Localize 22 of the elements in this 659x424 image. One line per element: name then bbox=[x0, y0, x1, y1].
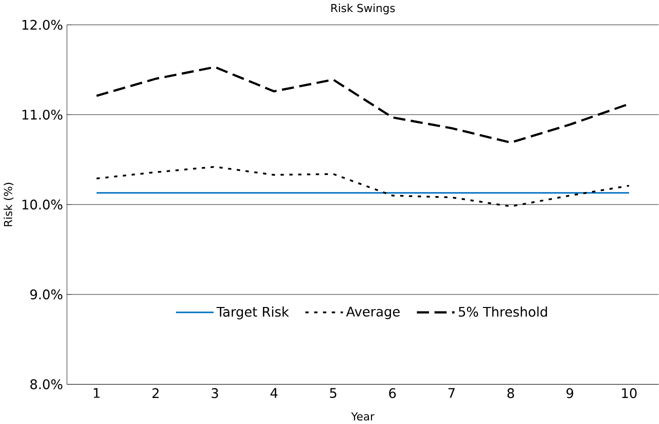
legend-label: Average bbox=[346, 306, 400, 320]
x-axis-title: Year bbox=[351, 412, 374, 420]
x-tick-label: 10 bbox=[622, 388, 637, 398]
y-tick-label: 12.0% bbox=[22, 20, 62, 30]
x-tick-label: 8 bbox=[507, 388, 514, 398]
legend-label: Target Risk bbox=[216, 306, 290, 320]
x-tick-label: 3 bbox=[212, 388, 218, 398]
x-tick-label: 7 bbox=[448, 388, 455, 398]
y-tick-label: 11.0% bbox=[22, 110, 62, 120]
x-tick-label: 5 bbox=[330, 388, 336, 398]
x-tick-label: 2 bbox=[152, 388, 159, 398]
y-axis-title: Risk (%) bbox=[4, 182, 14, 226]
y-tick-label: 8.0% bbox=[30, 379, 62, 390]
x-tick-label: 1 bbox=[94, 388, 100, 398]
x-tick-label: 4 bbox=[270, 388, 278, 398]
line-series bbox=[96, 166, 630, 208]
chart-title: Risk Swings bbox=[331, 4, 395, 14]
y-tick-label: 9.0% bbox=[30, 289, 62, 300]
y-tick-label: 10.0% bbox=[22, 199, 62, 210]
x-tick-label: 6 bbox=[389, 388, 396, 398]
x-tick-label: 9 bbox=[566, 388, 574, 398]
legend-label: 5% Threshold bbox=[458, 306, 547, 317]
